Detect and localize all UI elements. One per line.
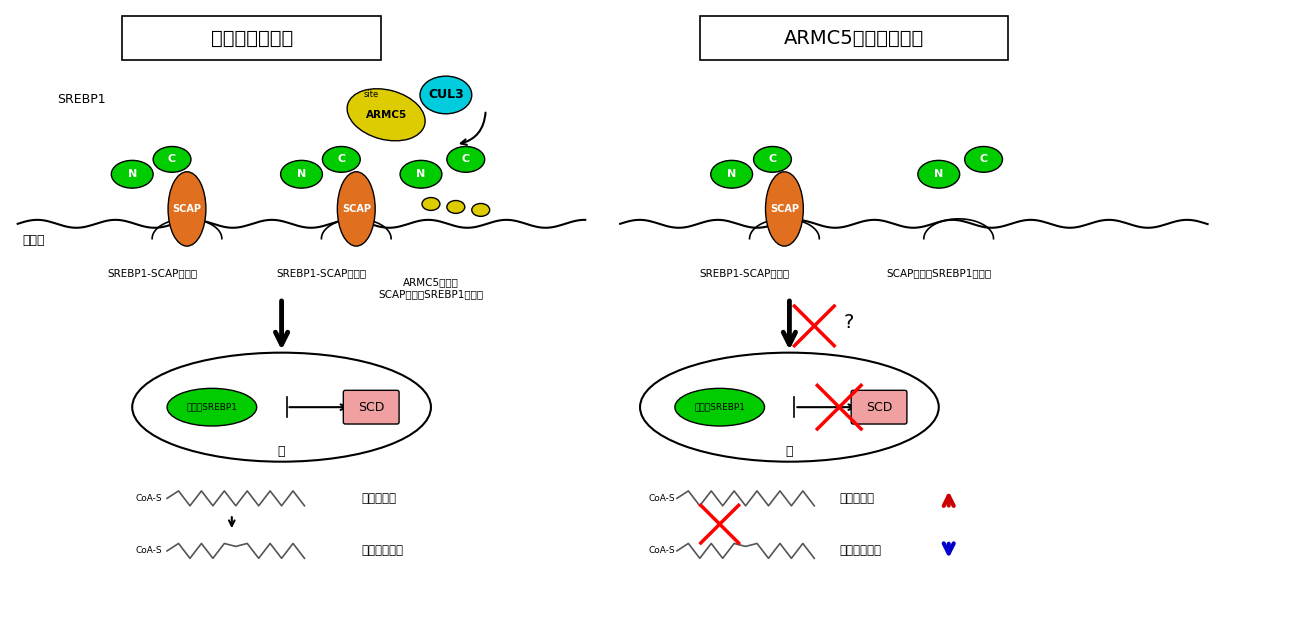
Ellipse shape xyxy=(422,198,439,210)
Text: 飽和脂肪酸: 飽和脂肪酸 xyxy=(840,492,874,505)
FancyBboxPatch shape xyxy=(343,391,399,424)
Ellipse shape xyxy=(472,203,490,217)
FancyBboxPatch shape xyxy=(699,16,1009,60)
Ellipse shape xyxy=(420,76,472,114)
Text: N: N xyxy=(127,170,136,179)
Ellipse shape xyxy=(766,172,803,246)
Ellipse shape xyxy=(640,353,939,462)
Text: C: C xyxy=(462,154,469,165)
Ellipse shape xyxy=(965,146,1002,172)
Text: CUL3: CUL3 xyxy=(428,89,464,102)
Text: N: N xyxy=(416,170,425,179)
Text: C: C xyxy=(979,154,988,165)
Text: C: C xyxy=(168,154,176,165)
Text: ARMC5欠損脂肪細胞: ARMC5欠損脂肪細胞 xyxy=(784,29,924,48)
Text: 小胞体: 小胞体 xyxy=(22,234,46,247)
Ellipse shape xyxy=(711,160,753,188)
Text: ?: ? xyxy=(844,313,854,332)
Text: ARMC5による
SCAP非結合SREBP1の分解: ARMC5による SCAP非結合SREBP1の分解 xyxy=(378,278,484,299)
Text: N: N xyxy=(727,170,736,179)
Ellipse shape xyxy=(675,388,764,426)
Text: SREBP1-SCAP複合体: SREBP1-SCAP複合体 xyxy=(107,268,198,278)
Text: N: N xyxy=(296,170,306,179)
Text: SCD: SCD xyxy=(866,401,892,414)
Text: 核: 核 xyxy=(785,445,793,458)
Ellipse shape xyxy=(754,146,792,172)
Ellipse shape xyxy=(168,172,205,246)
Text: 野生型脂肪細胞: 野生型脂肪細胞 xyxy=(211,29,292,48)
Text: CoA-S: CoA-S xyxy=(135,546,162,555)
FancyBboxPatch shape xyxy=(122,16,381,60)
Ellipse shape xyxy=(112,160,153,188)
Text: 核内型SREBP1: 核内型SREBP1 xyxy=(186,403,238,412)
FancyBboxPatch shape xyxy=(852,391,907,424)
Text: SCAP: SCAP xyxy=(173,204,202,214)
Text: CoA-S: CoA-S xyxy=(649,546,675,555)
Ellipse shape xyxy=(347,89,425,141)
Ellipse shape xyxy=(168,388,256,426)
Text: 核内型SREBP1: 核内型SREBP1 xyxy=(694,403,745,412)
Text: CoA-S: CoA-S xyxy=(135,494,162,503)
Text: SCD: SCD xyxy=(358,401,385,414)
Text: 不飽和脂肪酸: 不飽和脂肪酸 xyxy=(840,544,881,558)
Text: SREBP1-SCAP複合体: SREBP1-SCAP複合体 xyxy=(699,268,789,278)
Ellipse shape xyxy=(447,146,485,172)
Ellipse shape xyxy=(281,160,322,188)
Ellipse shape xyxy=(322,146,360,172)
Text: SCAP: SCAP xyxy=(770,204,799,214)
Text: C: C xyxy=(768,154,776,165)
Text: 核: 核 xyxy=(278,445,285,458)
Text: SREBP1-SCAP複合体: SREBP1-SCAP複合体 xyxy=(277,268,367,278)
Ellipse shape xyxy=(153,146,191,172)
Text: CoA-S: CoA-S xyxy=(649,494,675,503)
Text: ARMC5: ARMC5 xyxy=(365,110,407,120)
Text: SCAP: SCAP xyxy=(342,204,370,214)
Text: 不飽和脂肪酸: 不飽和脂肪酸 xyxy=(361,544,403,558)
Ellipse shape xyxy=(918,160,959,188)
Text: site: site xyxy=(364,90,378,99)
Ellipse shape xyxy=(337,172,376,246)
Text: N: N xyxy=(935,170,944,179)
Text: 飽和脂肪酸: 飽和脂肪酸 xyxy=(361,492,396,505)
Text: C: C xyxy=(337,154,346,165)
Text: SREBP1: SREBP1 xyxy=(57,94,107,106)
Text: SCAP非結合SREBP1の蓄積: SCAP非結合SREBP1の蓄積 xyxy=(887,268,992,278)
Ellipse shape xyxy=(447,200,465,214)
Ellipse shape xyxy=(133,353,430,462)
Ellipse shape xyxy=(400,160,442,188)
